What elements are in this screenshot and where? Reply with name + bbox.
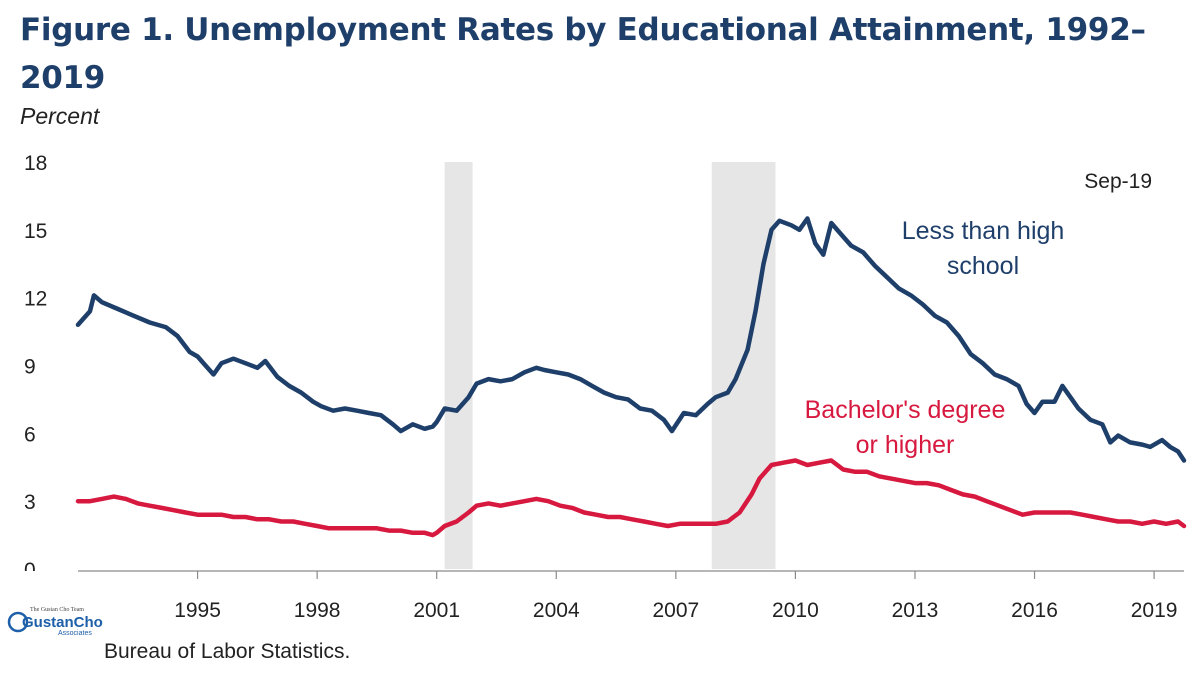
series-label-1: Bachelor's degree or higher (805, 396, 1006, 459)
x-tick-label: 2019 (1131, 599, 1178, 622)
series-label-line: Less than high (902, 217, 1065, 245)
page-title: Figure 1. Unemployment Rates by Educatio… (20, 12, 1146, 96)
series-label-line: or higher (856, 431, 955, 459)
y-tick-label: 15 (24, 220, 47, 243)
y-tick-label: 12 (24, 288, 47, 311)
y-tick-labels: 0 3 6 9 12 15 18 (0, 152, 76, 591)
x-tick-label: 2007 (652, 599, 699, 622)
y-tick-label: 3 (24, 491, 36, 514)
x-tick-label: 2016 (1011, 599, 1058, 622)
series-labels: Less than high school Bachelor's degree or … (805, 217, 1065, 459)
x-tick-label: 1995 (174, 599, 221, 622)
y-tick-label: 18 (24, 152, 47, 175)
series-lines (75, 216, 1187, 538)
gustancho-logo: The Gustan Cho Team GustanCho Associates (7, 607, 103, 637)
date-annotation: Sep-19 (1084, 170, 1152, 193)
x-tick-labels: 1995 1998 2001 2004 2007 2010 2013 2016 2019 (174, 599, 1177, 622)
x-tick-label: 2004 (533, 599, 580, 622)
x-tick-label: 2013 (892, 599, 939, 622)
recession-bands (444, 162, 776, 569)
y-tick-label: 9 (24, 356, 36, 379)
series-label-line: Bachelor's degree (805, 396, 1006, 424)
logo-top-text: The Gustan Cho Team (30, 607, 84, 613)
series-line-less-than-high-school (75, 216, 1187, 463)
logo-sub-text: Associates (58, 630, 92, 637)
series-line-bachelors-or-higher (75, 458, 1187, 538)
source-note: Bureau of Labor Statistics. (104, 640, 351, 663)
logo-circle-mark (7, 611, 29, 633)
series-label-line: school (947, 252, 1019, 280)
x-tick-label: 2001 (413, 599, 460, 622)
y-axis-label: Percent (20, 103, 100, 129)
recession-band-1 (711, 162, 776, 569)
y-tick-label: 0 (24, 559, 36, 582)
axis-mask (0, 571, 76, 591)
x-axis (78, 570, 1184, 579)
y-tick-label: 6 (24, 423, 36, 446)
x-tick-label: 2010 (772, 599, 819, 622)
recession-band-0 (444, 162, 473, 569)
x-tick-label: 1998 (294, 599, 341, 622)
logo-main-text: GustanCho (22, 614, 103, 631)
series-label-0: Less than high school (902, 217, 1065, 280)
